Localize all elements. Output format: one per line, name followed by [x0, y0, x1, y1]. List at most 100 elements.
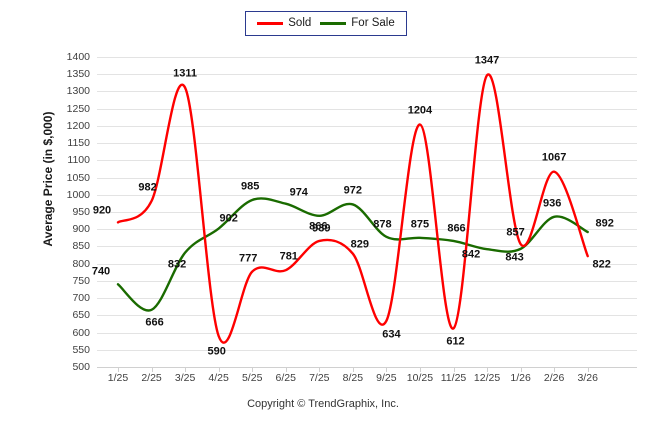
line-swatch-icon	[320, 22, 347, 25]
x-axis-tick	[386, 367, 388, 372]
x-axis-tick	[419, 367, 421, 372]
gridline	[97, 315, 637, 317]
x-axis-tick-label: 4/25	[208, 372, 229, 384]
data-point-label: 829	[350, 238, 370, 251]
data-point-label: 972	[343, 184, 363, 197]
x-axis-tick	[285, 367, 287, 372]
line-series-for-sale	[116, 197, 589, 312]
gridline	[97, 212, 637, 213]
data-point-label: 832	[167, 258, 187, 271]
data-point-label: 781	[279, 250, 298, 263]
gridline	[97, 349, 637, 351]
line-series-sold	[116, 73, 589, 344]
data-point-label: 866	[447, 222, 466, 235]
y-axis-tick-labels: 1400 1350 1300 1250 1200 1150 1100 1050 1000 950 9…	[42, 0, 90, 434]
x-axis-tick	[118, 367, 119, 372]
x-axis-tick-label: 5/25	[241, 372, 263, 384]
chart-legend: Sold For Sale	[245, 11, 407, 36]
x-axis-tick	[319, 367, 321, 372]
gridline	[97, 160, 637, 162]
x-axis-tick	[352, 367, 354, 372]
data-point-label: 892	[595, 217, 614, 230]
x-axis-tick-label: 8/25	[342, 372, 364, 384]
x-axis-tick-label: 2/25	[141, 372, 162, 384]
x-axis-tick	[554, 367, 556, 372]
gridline	[97, 263, 637, 265]
x-axis-tick-label: 7/25	[309, 372, 330, 384]
y-axis-tick-label: 1200	[66, 119, 90, 132]
x-axis-tick-label: 2/26	[543, 372, 565, 384]
line-swatch-icon	[257, 22, 284, 25]
data-point-label: 1347	[474, 54, 500, 67]
legend-item-sold[interactable]: Sold	[257, 16, 312, 30]
y-axis-tick-label: 900	[72, 223, 90, 236]
x-axis-tick	[520, 367, 522, 372]
y-axis-tick-label: 500	[72, 361, 90, 373]
y-axis-tick-label: 1250	[66, 102, 90, 115]
y-axis-tick-label: 1050	[66, 171, 90, 184]
x-axis-line	[97, 367, 637, 368]
gridline	[97, 91, 637, 93]
x-axis-tick-label: 1/26	[510, 372, 531, 384]
gridline	[97, 143, 637, 145]
y-axis-tick-label: 800	[72, 257, 90, 270]
x-axis-tick-label: 3/26	[577, 372, 598, 384]
legend-item-for-sale[interactable]: For Sale	[320, 17, 395, 30]
x-axis-tick-label: 3/25	[174, 372, 196, 384]
data-point-label: 936	[542, 197, 562, 210]
gridline	[97, 280, 637, 282]
data-point-label: 920	[92, 204, 112, 217]
y-axis-tick-label: 1300	[66, 85, 90, 98]
gridline	[97, 229, 637, 231]
y-axis-tick-label: 1000	[66, 188, 90, 201]
x-axis-tick-label: 9/25	[376, 372, 397, 384]
x-axis-tick	[252, 367, 254, 372]
data-point-label: 666	[145, 316, 164, 329]
y-axis-tick-label: 1350	[66, 68, 90, 81]
x-axis-tick-label: 12/25	[473, 372, 501, 384]
x-axis-tick-label: 10/25	[406, 372, 434, 384]
x-axis-tick-label: 6/25	[275, 372, 296, 384]
data-point-label: 843	[505, 251, 524, 264]
data-point-label: 634	[382, 328, 401, 341]
x-axis-tick	[218, 367, 220, 372]
x-axis-tick-label: 1/25	[107, 372, 129, 384]
data-point-label: 939	[312, 222, 331, 235]
data-point-label: 878	[373, 218, 392, 231]
data-point-label: 982	[138, 181, 157, 194]
x-axis-tick	[587, 367, 589, 372]
data-point-label: 777	[239, 252, 258, 265]
data-point-label: 974	[289, 186, 308, 199]
legend-label-sold: Sold	[288, 16, 312, 29]
data-point-label: 985	[241, 180, 260, 193]
data-point-label: 875	[410, 218, 430, 231]
data-point-label: 612	[446, 335, 465, 348]
data-point-label: 1067	[541, 151, 567, 164]
gridline	[97, 57, 637, 58]
y-axis-tick-label: 1150	[67, 137, 90, 150]
gridline	[97, 246, 637, 248]
x-axis-tick	[151, 367, 153, 372]
gridline	[97, 332, 637, 334]
data-point-label: 590	[207, 345, 226, 358]
y-axis-tick-label: 700	[72, 292, 90, 305]
y-axis-tick-label: 550	[72, 343, 90, 356]
data-point-label: 1311	[173, 67, 198, 80]
y-axis-tick-label: 1400	[66, 51, 90, 63]
copyright-notice: Copyright © TrendGraphix, Inc.	[247, 398, 399, 410]
gridline	[97, 194, 637, 196]
y-axis-tick-label: 850	[72, 240, 90, 253]
data-point-label: 857	[506, 226, 525, 239]
data-point-label: 1204	[407, 104, 433, 116]
x-axis-tick-labels: 1/25 2/25 3/25 4/25 5/25 6/25 7/25 8/25 9/25 10/2…	[0, 373, 646, 389]
y-axis-tick-label: 1100	[67, 154, 90, 167]
gridline	[97, 298, 637, 300]
x-axis-tick	[453, 367, 455, 372]
data-point-label: 842	[461, 248, 481, 261]
y-axis-tick-label: 650	[72, 309, 90, 322]
gridline	[97, 125, 637, 127]
gridline	[97, 108, 637, 110]
y-axis-tick-label: 600	[72, 326, 90, 339]
